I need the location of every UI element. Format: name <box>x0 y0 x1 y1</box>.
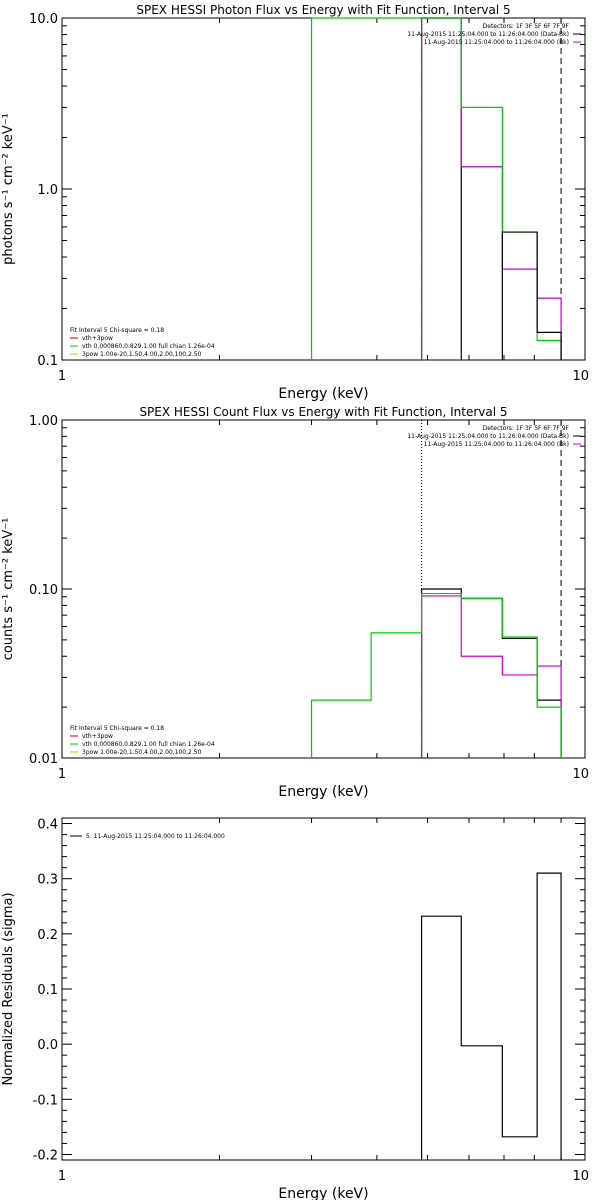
y-axis-label: counts s⁻¹ cm⁻² keV⁻¹ <box>1 518 16 661</box>
series-fit-line <box>310 17 562 360</box>
legend-left-text: Fit Interval 5 Chi-square = 0.18 <box>70 725 164 732</box>
legend-left-text: vth+3pow <box>82 335 113 342</box>
legend-right-text: Detectors: 1F 3F 5F 6F 7F 9F <box>483 23 570 30</box>
y-tick-label: -0.1 <box>33 1093 58 1108</box>
x-tick-label: 1 <box>58 767 66 782</box>
x-tick-label: 1 <box>58 369 66 384</box>
legend-left-text: vth+3pow <box>82 733 113 740</box>
series-fit-line <box>310 592 562 758</box>
legend-right-text: 11-Aug-2015 11:25:04.000 to 11:26:04.000… <box>424 39 569 46</box>
x-tick-label: 10 <box>572 767 589 782</box>
x-axis-label: Energy (keV) <box>278 386 368 402</box>
series-residuals-line <box>420 872 562 1160</box>
legend-left-text: 5. 11-Aug-2015 11:25:04.000 to 11:26:04.… <box>86 833 225 840</box>
series-data-bk-line <box>420 17 462 360</box>
legend-left-text: Fit Interval 5 Chi-square = 0.18 <box>70 327 164 334</box>
y-tick-label: 0.10 <box>29 583 58 598</box>
x-axis-label: Energy (keV) <box>278 784 368 800</box>
chart-title: SPEX HESSI Count Flux vs Energy with Fit… <box>139 405 507 419</box>
y-axis-label: Normalized Residuals (sigma) <box>1 892 16 1085</box>
series-data-bk-line <box>420 588 562 758</box>
legend-right-text: 11-Aug-2015 11:25:04.000 to 11:26:04.000… <box>424 441 569 448</box>
y-tick-label: 0.2 <box>37 928 58 943</box>
y-axis-label: photons s⁻¹ cm⁻² keV⁻¹ <box>1 113 16 265</box>
plot-frame <box>61 17 586 361</box>
y-tick-label: 0.0 <box>37 1038 58 1053</box>
y-tick-label: 1.0 <box>37 183 58 198</box>
y-tick-label: 0.4 <box>37 818 58 833</box>
y-tick-label: 1.00 <box>29 414 58 429</box>
series-data-bk-tail-line <box>501 231 562 360</box>
chart-title: SPEX HESSI Photon Flux vs Energy with Fi… <box>136 3 510 17</box>
legend-right-text: 11-Aug-2015 11:25:04.000 to 11:26:04.000… <box>407 433 569 440</box>
legend-right-text: Detectors: 1F 3F 5F 6F 7F 9F <box>483 425 570 432</box>
y-tick-label: 0.1 <box>37 983 58 998</box>
legend-left-text: 3pow 1.00e-20,1.50,4.00,2.00,100,2.50 <box>82 351 202 358</box>
y-tick-label: 0.1 <box>37 354 58 369</box>
x-tick-label: 1 <box>58 1169 66 1184</box>
y-tick-label: 0.3 <box>37 873 58 888</box>
plot-frame <box>61 817 586 1161</box>
x-tick-label: 10 <box>572 1169 589 1184</box>
x-tick-label: 10 <box>572 369 589 384</box>
y-tick-label: 10.0 <box>29 12 58 27</box>
y-tick-label: -0.2 <box>33 1148 58 1163</box>
plot-frame <box>61 419 586 759</box>
legend-right-text: 11-Aug-2015 11:25:04.000 to 11:26:04.000… <box>407 31 569 38</box>
legend-left-text: vth 0.000860,0.829,1.00 full chian 1.26e… <box>82 343 215 350</box>
x-axis-label: Energy (keV) <box>278 1186 368 1200</box>
legend-left-text: vth 0.000860,0.829,1.00 full chian 1.26e… <box>82 741 215 748</box>
series-bk-line <box>420 595 562 758</box>
legend-left-text: 3pow 1.00e-20,1.50,4.00,2.00,100,2.50 <box>82 749 202 756</box>
y-tick-label: 0.01 <box>29 752 58 767</box>
series-bk-line <box>420 17 562 360</box>
